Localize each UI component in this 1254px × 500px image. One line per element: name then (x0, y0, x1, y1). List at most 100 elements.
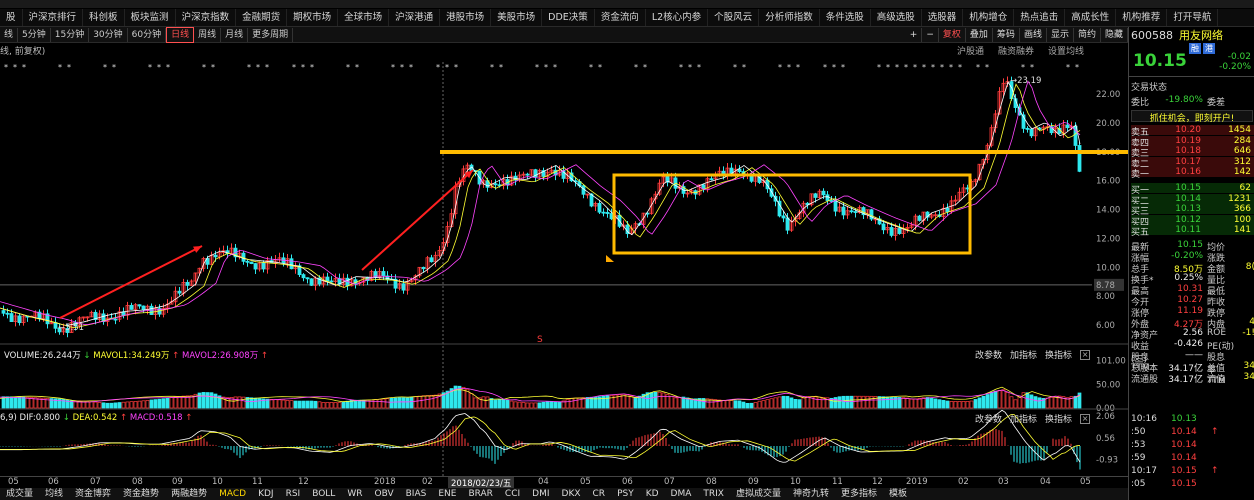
volume-switch-indicator[interactable]: 换指标 (1045, 351, 1073, 361)
period-4[interactable]: 60分钟 (128, 27, 167, 42)
menu-item-20[interactable]: 热点追击 (1014, 9, 1066, 26)
event-marker: * (895, 63, 899, 72)
kline-chart[interactable]: 22.0020.0018.0016.0014.0012.0010.008.788… (0, 58, 1128, 476)
candle-body (585, 193, 590, 196)
volume-bar (253, 397, 258, 409)
volume-close-icon[interactable]: × (1080, 349, 1091, 360)
menu-item-1[interactable]: 沪深京排行 (23, 9, 84, 26)
tool-1[interactable]: − (922, 27, 939, 42)
indicator-tab-4[interactable]: 两融趋势 (171, 489, 208, 499)
stat-value: 8.50万 (1173, 265, 1203, 275)
indicator-tab-18[interactable]: PSY (617, 489, 634, 499)
period-3[interactable]: 30分钟 (89, 27, 128, 42)
period-8[interactable]: 更多周期 (248, 27, 294, 42)
menu-item-22[interactable]: 机构推荐 (1116, 9, 1168, 26)
indicator-tab-19[interactable]: KD (645, 489, 659, 499)
tool-8[interactable]: 隐藏 (1101, 27, 1128, 42)
period-5[interactable]: 日线 (166, 26, 195, 43)
open-account-banner[interactable]: 抓住机会，即刻开户! (1131, 110, 1253, 124)
candle-body (633, 223, 638, 229)
price-axis-label: 14.00 (1096, 206, 1120, 216)
menu-item-6[interactable]: 期权市场 (287, 9, 339, 26)
menu-item-16[interactable]: 条件选股 (820, 9, 871, 26)
indicator-tab-6[interactable]: KDJ (258, 489, 274, 499)
indicator-tab-0[interactable]: 成交量 (6, 489, 34, 499)
indicator-tab-9[interactable]: WR (347, 489, 363, 499)
menu-item-18[interactable]: 选股器 (922, 9, 964, 26)
tick-row: :50 10.14 ↑ (1131, 427, 1254, 439)
macd-close-icon[interactable]: × (1080, 413, 1091, 424)
macd-switch-indicator[interactable]: 换指标 (1045, 415, 1073, 425)
volume-bar (785, 396, 790, 409)
candle-body (189, 280, 194, 286)
menu-item-14[interactable]: 个股风云 (708, 9, 760, 26)
menu-item-10[interactable]: 美股市场 (491, 9, 543, 26)
candle-body (869, 209, 874, 220)
candle-body (833, 200, 838, 212)
macd-add-indicator[interactable]: 加指标 (1010, 415, 1038, 425)
menu-item-19[interactable]: 机构增仓 (963, 9, 1015, 26)
indicator-tab-16[interactable]: DKX (561, 489, 581, 499)
tool-0[interactable]: + (906, 27, 923, 42)
menu-item-21[interactable]: 高成长性 (1065, 9, 1117, 26)
tool-4[interactable]: 筹码 (993, 27, 1020, 42)
indicator-tab-23[interactable]: 神奇九转 (793, 489, 830, 499)
period-0[interactable]: 线 (0, 27, 19, 42)
indicator-tab-17[interactable]: CR (592, 489, 606, 499)
menu-item-17[interactable]: 高级选股 (871, 9, 922, 26)
tool-6[interactable]: 显示 (1047, 27, 1074, 42)
info-link-1[interactable]: 融资融券 (997, 47, 1034, 57)
trend-arrow-2-head (464, 170, 473, 179)
indicator-tab-25[interactable]: 模板 (889, 489, 908, 499)
indicator-tab-22[interactable]: 虚拟成交量 (735, 489, 781, 499)
stat-label: 流通股 (1131, 375, 1159, 385)
menu-item-23[interactable]: 打开导航 (1167, 9, 1219, 26)
menu-item-8[interactable]: 沪深港通 (389, 9, 441, 26)
bid-label: 买三 (1131, 207, 1150, 217)
period-2[interactable]: 15分钟 (51, 27, 90, 42)
indicator-tab-2[interactable]: 资金博弈 (75, 489, 112, 499)
menu-item-13[interactable]: L2核心内参 (646, 9, 709, 26)
volume-bar (957, 401, 962, 409)
indicator-tab-1[interactable]: 均线 (45, 489, 64, 499)
info-link-0[interactable]: 沪股通 (956, 47, 984, 57)
indicator-tab-10[interactable]: OBV (374, 489, 394, 499)
indicator-tab-8[interactable]: BOLL (312, 489, 336, 499)
menu-item-12[interactable]: 资金流向 (595, 9, 646, 26)
menu-item-4[interactable]: 沪深京指数 (176, 9, 237, 26)
indicator-tab-7[interactable]: RSI (285, 489, 301, 499)
menu-item-0[interactable]: 股 (0, 9, 23, 26)
period-6[interactable]: 周线 (194, 27, 222, 42)
indicator-tab-24[interactable]: 更多指标 (841, 489, 878, 499)
indicator-tab-15[interactable]: DMI (532, 489, 550, 499)
event-marker: * (157, 63, 161, 72)
indicator-tab-20[interactable]: DMA (670, 489, 692, 499)
menu-item-2[interactable]: 科创板 (83, 9, 125, 26)
info-link-2[interactable]: 设置均线 (1047, 47, 1084, 57)
tool-5[interactable]: 画线 (1020, 27, 1047, 42)
candle-body (177, 290, 182, 294)
candle-body (709, 178, 714, 181)
indicator-tab-3[interactable]: 资金趋势 (123, 489, 160, 499)
indicator-tab-14[interactable]: CCI (504, 489, 521, 499)
event-marker: * (490, 63, 494, 72)
indicator-tab-11[interactable]: BIAS (405, 489, 427, 499)
menu-item-11[interactable]: DDE决策 (542, 9, 595, 26)
macd-change-params[interactable]: 改参数 (975, 415, 1003, 425)
volume-add-indicator[interactable]: 加指标 (1010, 351, 1038, 361)
period-7[interactable]: 月线 (221, 27, 249, 42)
tool-7[interactable]: 简约 (1074, 27, 1101, 42)
tool-3[interactable]: 叠加 (966, 27, 993, 42)
indicator-tab-21[interactable]: TRIX (703, 489, 724, 499)
indicator-tab-5[interactable]: MACD (219, 489, 247, 499)
menu-item-3[interactable]: 板块监测 (125, 9, 176, 26)
indicator-tab-13[interactable]: BRAR (468, 489, 493, 499)
tool-2[interactable]: 复权 (939, 27, 966, 42)
menu-item-7[interactable]: 全球市场 (338, 9, 390, 26)
period-1[interactable]: 5分钟 (18, 27, 51, 42)
menu-item-9[interactable]: 港股市场 (440, 9, 492, 26)
menu-item-5[interactable]: 金融期货 (236, 9, 288, 26)
indicator-tab-12[interactable]: ENE (438, 489, 457, 499)
menu-item-15[interactable]: 分析师指数 (759, 9, 820, 26)
volume-change-params[interactable]: 改参数 (975, 351, 1003, 361)
